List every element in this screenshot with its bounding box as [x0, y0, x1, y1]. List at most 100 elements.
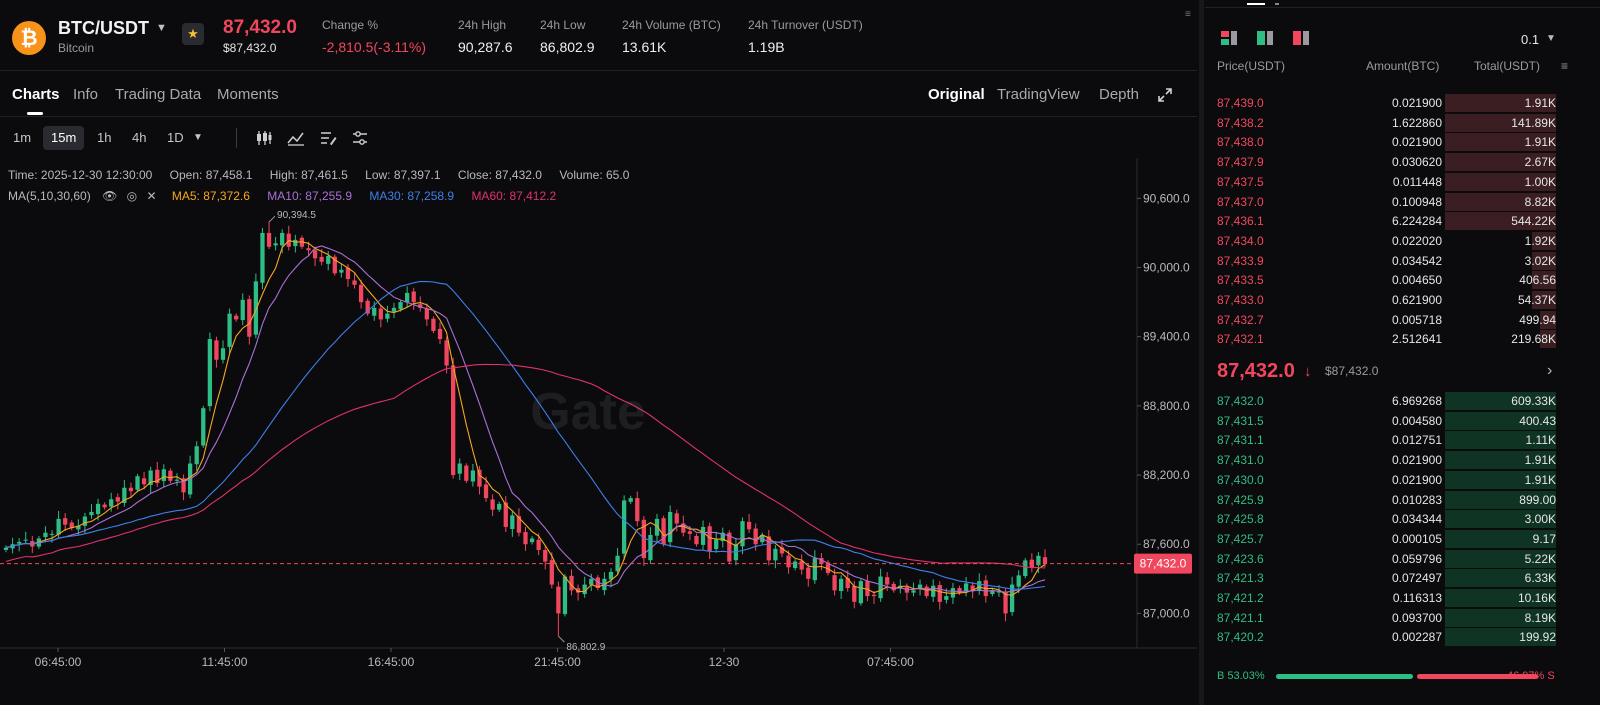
ma30-value: MA30: 87,258.9 [369, 189, 455, 203]
candle-body [339, 269, 344, 273]
row-price: 87,430.0 [1217, 472, 1264, 487]
ask-row[interactable]: 87,434.0 0.022020 1.92K [1205, 231, 1600, 251]
active-tab-indicator [27, 112, 43, 115]
depth-bar [1445, 192, 1556, 211]
drag-handle-icon[interactable]: ≡ [1185, 9, 1191, 20]
favorite-star-icon[interactable]: ★ [182, 23, 204, 45]
bid-row[interactable]: 87,425.9 0.010283 899.00 [1205, 490, 1600, 510]
target-icon[interactable]: ◎ [126, 189, 138, 203]
bid-row[interactable]: 87,423.6 0.059796 5.22K [1205, 549, 1600, 569]
bid-row[interactable]: 87,420.2 0.002287 199.92 [1205, 627, 1600, 647]
both-sides-view-icon[interactable] [1219, 28, 1241, 48]
interval-more-caret-icon[interactable]: ▼ [193, 132, 203, 143]
bid-row[interactable]: 87,431.0 0.021900 1.91K [1205, 450, 1600, 470]
tab-moments[interactable]: Moments [217, 86, 279, 103]
bid-row[interactable]: 87,421.2 0.116313 10.16K [1205, 588, 1600, 608]
chevron-down-icon[interactable]: ▼ [1546, 33, 1556, 44]
interval-1m[interactable]: 1m [13, 130, 32, 145]
row-price: 87,438.0 [1217, 135, 1264, 150]
row-amount: 0.021900 [1391, 96, 1442, 110]
ask-row[interactable]: 87,438.0 0.021900 1.91K [1205, 132, 1600, 152]
candle-body [990, 590, 995, 595]
candle-info-line: Time: 2025-12-30 12:30:00 Open: 87,458.1… [8, 168, 643, 182]
watermark-text: Gate [530, 383, 646, 441]
chevron-right-icon[interactable]: › [1547, 362, 1553, 379]
depth-bar [1445, 392, 1556, 410]
ask-row[interactable]: 87,437.0 0.100948 8.82K [1205, 192, 1600, 212]
candle-body [352, 280, 357, 285]
ask-row[interactable]: 87,439.0 0.021900 1.91K [1205, 93, 1600, 113]
expand-icon[interactable] [1157, 87, 1173, 103]
ask-row[interactable]: 87,433.5 0.004650 406.56 [1205, 270, 1600, 290]
ask-row[interactable]: 87,437.5 0.011448 1.00K [1205, 172, 1600, 192]
interval-15m[interactable]: 15m [43, 126, 85, 150]
eye-icon[interactable]: 👁 [102, 189, 118, 203]
interval-1d[interactable]: 1D [167, 130, 184, 145]
view-original[interactable]: Original [928, 86, 985, 103]
bid-row[interactable]: 87,421.3 0.072497 6.33K [1205, 568, 1600, 588]
candlestick-chart[interactable]: Gate 90,600.0 90,000.0 89,400.0 88,800.0 88,2… [0, 158, 1197, 690]
bid-row[interactable]: 87,425.8 0.034344 3.00K [1205, 509, 1600, 529]
row-amount: 0.004580 [1391, 413, 1442, 428]
candle-body [345, 267, 351, 280]
row-price: 87,438.2 [1217, 115, 1264, 130]
depth-bar [1445, 451, 1556, 470]
candle-body [372, 307, 377, 316]
candle-body [253, 281, 259, 335]
ask-row[interactable]: 87,433.0 0.621900 54.37K [1205, 290, 1600, 310]
row-amount: 0.000105 [1391, 531, 1442, 546]
bid-row[interactable]: 87,432.0 6.969268 609.33K [1205, 391, 1600, 411]
pair-selector[interactable]: BTC/USDT [58, 18, 149, 38]
row-price: 87,437.5 [1217, 174, 1264, 189]
bid-row[interactable]: 87,425.7 0.000105 9.17 [1205, 529, 1600, 549]
view-tradingview[interactable]: TradingView [997, 86, 1080, 103]
indicators-icon[interactable] [286, 128, 306, 148]
candle-body [753, 528, 758, 545]
tab-charts[interactable]: Charts [12, 86, 60, 103]
asks-only-view-icon[interactable] [1291, 28, 1313, 48]
ask-row[interactable]: 87,432.7 0.005718 499.94 [1205, 310, 1600, 330]
candle-type-icon[interactable] [254, 128, 274, 148]
bids-only-view-icon[interactable] [1255, 28, 1277, 48]
candle-body [319, 256, 324, 262]
bid-row[interactable]: 87,430.0 0.021900 1.91K [1205, 470, 1600, 490]
candle-body [792, 561, 798, 568]
chevron-down-icon[interactable]: ▼ [156, 22, 167, 34]
ask-row[interactable]: 87,437.9 0.030620 2.67K [1205, 152, 1600, 172]
candle-body [904, 587, 910, 593]
candle-body [608, 571, 614, 580]
menu-icon[interactable]: ≡ [1561, 59, 1569, 73]
ask-row[interactable]: 87,433.9 0.034542 3.02K [1205, 251, 1600, 271]
bid-row[interactable]: 87,431.1 0.012751 1.11K [1205, 430, 1600, 450]
row-total: 141.89K [1511, 115, 1556, 130]
last-price-usd: $87,432.0 [223, 41, 277, 55]
row-price: 87,439.0 [1217, 96, 1264, 110]
settings-icon[interactable] [350, 128, 370, 148]
bid-row[interactable]: 87,421.1 0.093700 8.19K [1205, 608, 1600, 628]
row-total: 199.92 [1519, 630, 1556, 645]
tab-info[interactable]: Info [73, 86, 99, 103]
candle-body [575, 588, 581, 593]
interval-1h[interactable]: 1h [97, 130, 112, 145]
ask-row[interactable]: 87,432.1 2.512641 219.68K [1205, 329, 1600, 349]
close-icon[interactable]: ✕ [146, 189, 157, 203]
candle-body [273, 243, 278, 246]
view-depth[interactable]: Depth [1099, 86, 1140, 103]
candle-body [773, 548, 778, 561]
interval-4h[interactable]: 4h [132, 130, 147, 145]
mid-price-usd: $87,432.0 [1325, 364, 1379, 378]
y-tick-label: 89,400.0 [1143, 330, 1190, 344]
bid-row[interactable]: 87,431.5 0.004580 400.43 [1205, 411, 1600, 431]
drawing-icon[interactable] [318, 128, 338, 148]
candle-body [293, 239, 298, 247]
row-total: 406.56 [1519, 273, 1556, 288]
ask-row[interactable]: 87,436.1 6.224284 544.22K [1205, 211, 1600, 231]
tab-trading-data[interactable]: Trading Data [115, 86, 202, 103]
high-annotation-pointer [268, 215, 276, 223]
candle-body [477, 469, 482, 487]
ma60-line [5, 363, 1046, 569]
row-amount: 0.034542 [1391, 253, 1442, 268]
ask-row[interactable]: 87,438.2 1.622860 141.89K [1205, 113, 1600, 133]
candle-body [786, 555, 791, 568]
price-step-select[interactable]: 0.1 [1521, 32, 1540, 47]
